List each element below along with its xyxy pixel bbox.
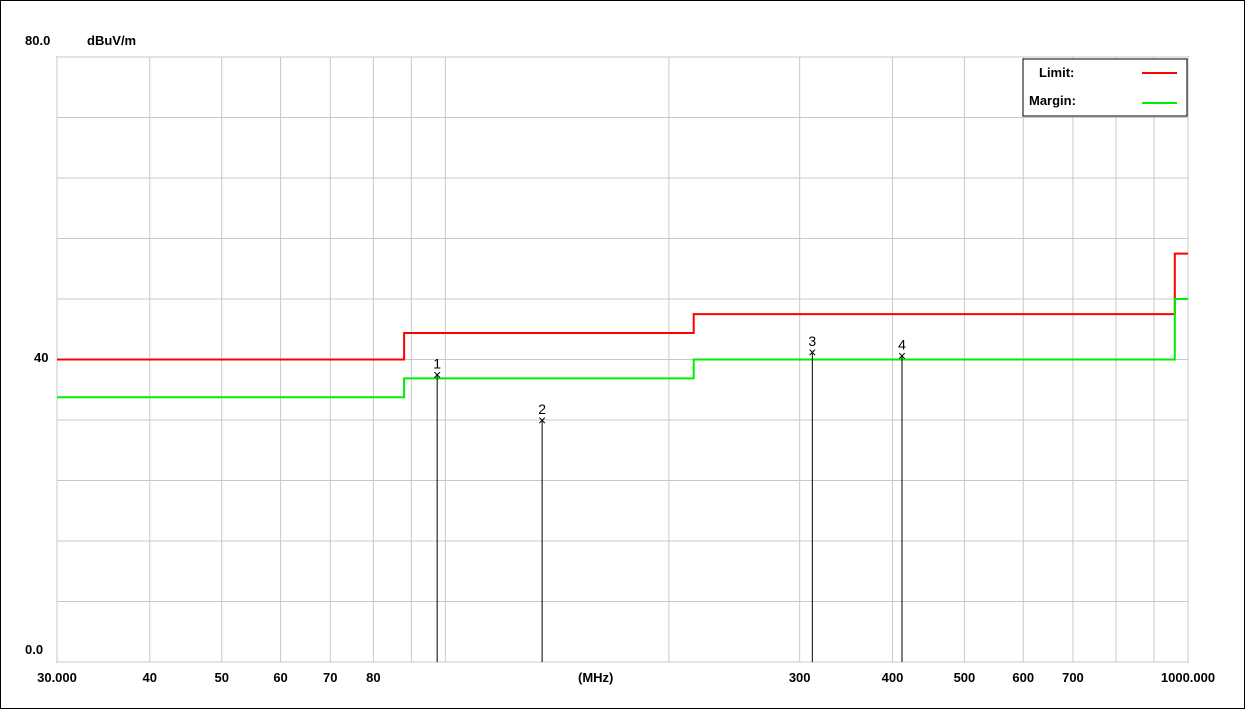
y-axis-mid-label: 40 [34, 350, 48, 365]
legend: Limit: Margin: [1022, 58, 1188, 117]
y-axis-top-label: 80.0 [25, 33, 50, 48]
x-tick-label: 30.000 [37, 670, 77, 685]
x-tick-label: 600 [1012, 670, 1034, 685]
marker-label: 1 [433, 356, 441, 372]
x-tick-label: 500 [954, 670, 976, 685]
marker-cross: × [538, 412, 546, 428]
legend-limit-label: Limit: [1039, 65, 1074, 80]
marker-cross: × [433, 367, 441, 383]
legend-box [1022, 58, 1188, 117]
y-axis-unit-label: dBuV/m [87, 33, 136, 48]
x-tick-label: 80 [366, 670, 380, 685]
marker-label: 2 [538, 401, 546, 417]
x-tick-label: 50 [215, 670, 229, 685]
x-tick-label: 40 [143, 670, 157, 685]
marker-layer: ×1×2×3×4 [433, 333, 906, 662]
marker-cross: × [898, 348, 906, 364]
limit-line [57, 252, 1188, 361]
x-axis-unit-label: (MHz) [578, 670, 613, 685]
legend-margin-label: Margin: [1029, 93, 1076, 108]
x-tick-label: 300 [789, 670, 811, 685]
x-tick-label: 700 [1062, 670, 1084, 685]
marker-label: 4 [898, 337, 906, 353]
series-layer [57, 252, 1188, 399]
x-tick-label: 60 [273, 670, 287, 685]
x-tick-label: 400 [882, 670, 904, 685]
marker-label: 3 [808, 333, 816, 349]
y-axis-bottom-label: 0.0 [25, 642, 43, 657]
x-tick-label: 1000.000 [1161, 670, 1215, 685]
x-tick-label: 70 [323, 670, 337, 685]
margin-line [57, 298, 1188, 399]
tick-layer: 30.000 40 50 60 70 80 300 400 500 600 700 1000.000 [37, 670, 1215, 685]
marker-cross: × [808, 344, 816, 360]
